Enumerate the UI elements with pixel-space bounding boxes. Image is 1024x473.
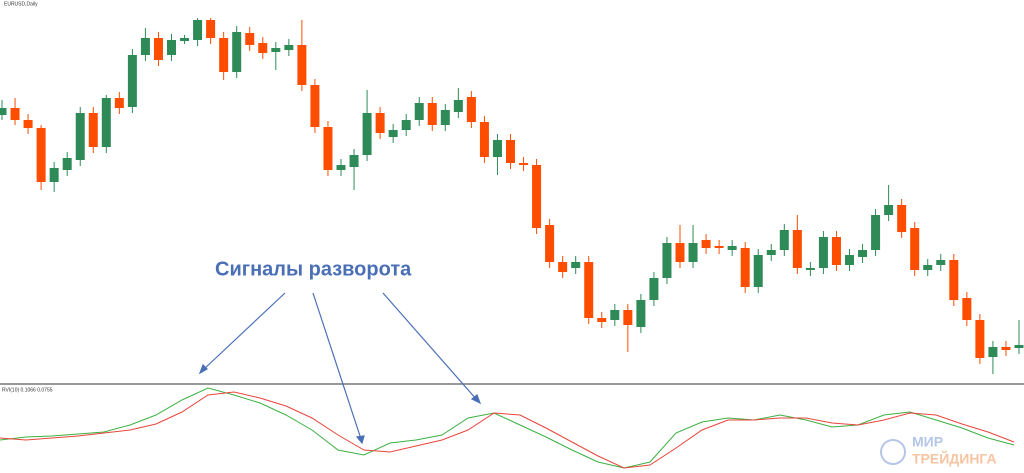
candle-body bbox=[101, 98, 111, 147]
candle-body bbox=[988, 347, 998, 357]
arrow bbox=[202, 292, 286, 371]
candle-body bbox=[440, 110, 450, 125]
arrowhead bbox=[470, 394, 482, 405]
candle-body bbox=[610, 310, 620, 320]
candle-body bbox=[88, 113, 98, 147]
candle-body bbox=[545, 225, 555, 262]
candle-body bbox=[219, 38, 229, 72]
candle-body bbox=[180, 38, 190, 41]
candle-body bbox=[167, 40, 176, 55]
candle-body bbox=[675, 243, 685, 262]
candle-body bbox=[232, 32, 242, 72]
candle-body bbox=[805, 268, 815, 270]
candle-body bbox=[923, 265, 933, 270]
candle-body bbox=[297, 45, 307, 85]
candle-body bbox=[766, 250, 776, 255]
candle-body bbox=[845, 255, 854, 265]
candle-body bbox=[427, 103, 437, 125]
candle-body bbox=[649, 278, 659, 300]
candle-body bbox=[662, 243, 672, 278]
candle-body bbox=[753, 255, 763, 287]
candle-body bbox=[571, 262, 581, 268]
candle-body bbox=[0, 108, 7, 115]
candle-body bbox=[62, 158, 72, 170]
candle-body bbox=[831, 237, 841, 265]
candle-body bbox=[962, 298, 972, 320]
candle-body bbox=[714, 246, 724, 248]
candle-body bbox=[336, 165, 346, 170]
candle-body bbox=[206, 20, 216, 38]
logo-icon bbox=[880, 439, 906, 465]
chart-title: EURUSD,Daily bbox=[4, 1, 38, 7]
candle-body bbox=[23, 120, 33, 128]
candle-body bbox=[284, 45, 294, 50]
logo-text: ТРЕЙДИНГА bbox=[912, 450, 997, 467]
candle-body bbox=[49, 168, 59, 182]
candle-body bbox=[558, 262, 568, 272]
candle-body bbox=[792, 230, 802, 268]
candle-body bbox=[36, 128, 46, 182]
candle-body bbox=[114, 98, 124, 108]
candle-body bbox=[519, 163, 529, 165]
arrow bbox=[312, 292, 362, 440]
logo-text: МИР bbox=[912, 434, 943, 450]
watermark: МИР ТРЕЙДИНГА bbox=[880, 434, 997, 467]
candle-body bbox=[388, 130, 398, 137]
candle-body bbox=[506, 140, 515, 163]
candle-body bbox=[75, 113, 85, 160]
candle-body bbox=[349, 155, 359, 167]
candle-body bbox=[897, 205, 907, 232]
candle-body bbox=[871, 215, 881, 250]
candle-body bbox=[127, 55, 137, 107]
candle-body bbox=[1014, 345, 1024, 348]
indicator-line bbox=[0, 387, 1015, 469]
candle-body bbox=[936, 260, 946, 265]
candle-body bbox=[740, 248, 750, 287]
candle-body bbox=[492, 140, 502, 157]
indicator-line bbox=[0, 391, 1015, 469]
candle-body bbox=[10, 108, 20, 120]
candle-body bbox=[636, 300, 646, 327]
candle-body bbox=[310, 85, 320, 127]
candle-body bbox=[910, 228, 920, 270]
candle-body bbox=[623, 310, 633, 325]
candle-body bbox=[193, 20, 203, 40]
candle-body bbox=[884, 205, 894, 215]
candle-body bbox=[858, 250, 868, 257]
arrows bbox=[198, 292, 482, 445]
candle-body bbox=[727, 246, 737, 250]
candle-body bbox=[245, 33, 255, 45]
candle-body bbox=[949, 260, 959, 300]
candle-body bbox=[779, 230, 789, 250]
candle-body bbox=[258, 43, 268, 53]
arrow bbox=[382, 292, 478, 401]
candle-body bbox=[688, 243, 698, 262]
candle-body bbox=[414, 103, 424, 120]
indicator-title: RVI(10) 0.1066 0.0755 bbox=[2, 387, 53, 393]
candle-body bbox=[584, 262, 594, 318]
arrowhead bbox=[355, 435, 365, 445]
candle-body bbox=[453, 100, 463, 112]
candle-body bbox=[362, 113, 372, 155]
candle-body bbox=[818, 237, 828, 268]
candle-body bbox=[597, 318, 607, 322]
arrowhead bbox=[198, 363, 208, 375]
candle-body bbox=[401, 120, 411, 130]
candle-body bbox=[1001, 347, 1011, 350]
candle-body bbox=[466, 97, 476, 122]
candle-body bbox=[701, 240, 711, 248]
candle-body bbox=[140, 38, 150, 55]
marks bbox=[0, 18, 1024, 469]
candle-body bbox=[375, 113, 385, 133]
candle-body bbox=[532, 165, 542, 228]
annotation: Сигналы разворота bbox=[215, 258, 412, 280]
candle-body bbox=[479, 122, 489, 157]
candle-body bbox=[975, 320, 985, 358]
candle-body bbox=[153, 38, 163, 60]
candle-body bbox=[271, 48, 281, 52]
candle-body bbox=[323, 127, 333, 170]
